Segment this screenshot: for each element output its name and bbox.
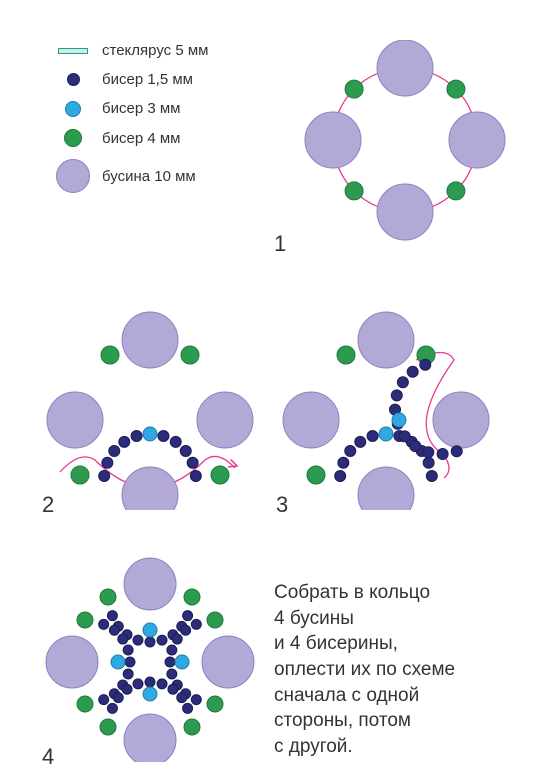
bead15-swatch [56,73,90,86]
diagram-step-4 [40,552,260,762]
legend-row-bugle: стеклярус 5 мм [56,42,208,59]
step-number-4: 4 [42,744,54,770]
legend-row-bead15: бисер 1,5 мм [56,71,208,88]
legend-label: бисер 4 мм [102,130,180,147]
bugle-swatch [56,48,90,54]
bead3-swatch [56,101,90,117]
legend-row-bead10: бусина 10 мм [56,159,208,193]
diagram-step-3 [276,300,496,510]
legend-label: бусина 10 мм [102,168,196,185]
legend-label: бисер 1,5 мм [102,71,193,88]
diagram-step-2 [40,300,260,510]
step-number-3: 3 [276,492,288,518]
instructions-text: Собрать в кольцо4 бусиныи 4 бисерины,опл… [274,580,455,759]
bead4-swatch [56,129,90,147]
step-number-2: 2 [42,492,54,518]
diagram-step-1 [290,40,520,250]
legend-row-bead3: бисер 3 мм [56,100,208,117]
legend-label: бисер 3 мм [102,100,180,117]
step-number-1: 1 [274,231,286,257]
legend-row-bead4: бисер 4 мм [56,129,208,147]
legend: стеклярус 5 мм бисер 1,5 мм бисер 3 мм б… [56,42,208,205]
legend-label: стеклярус 5 мм [102,42,208,59]
bead10-swatch [56,159,90,193]
